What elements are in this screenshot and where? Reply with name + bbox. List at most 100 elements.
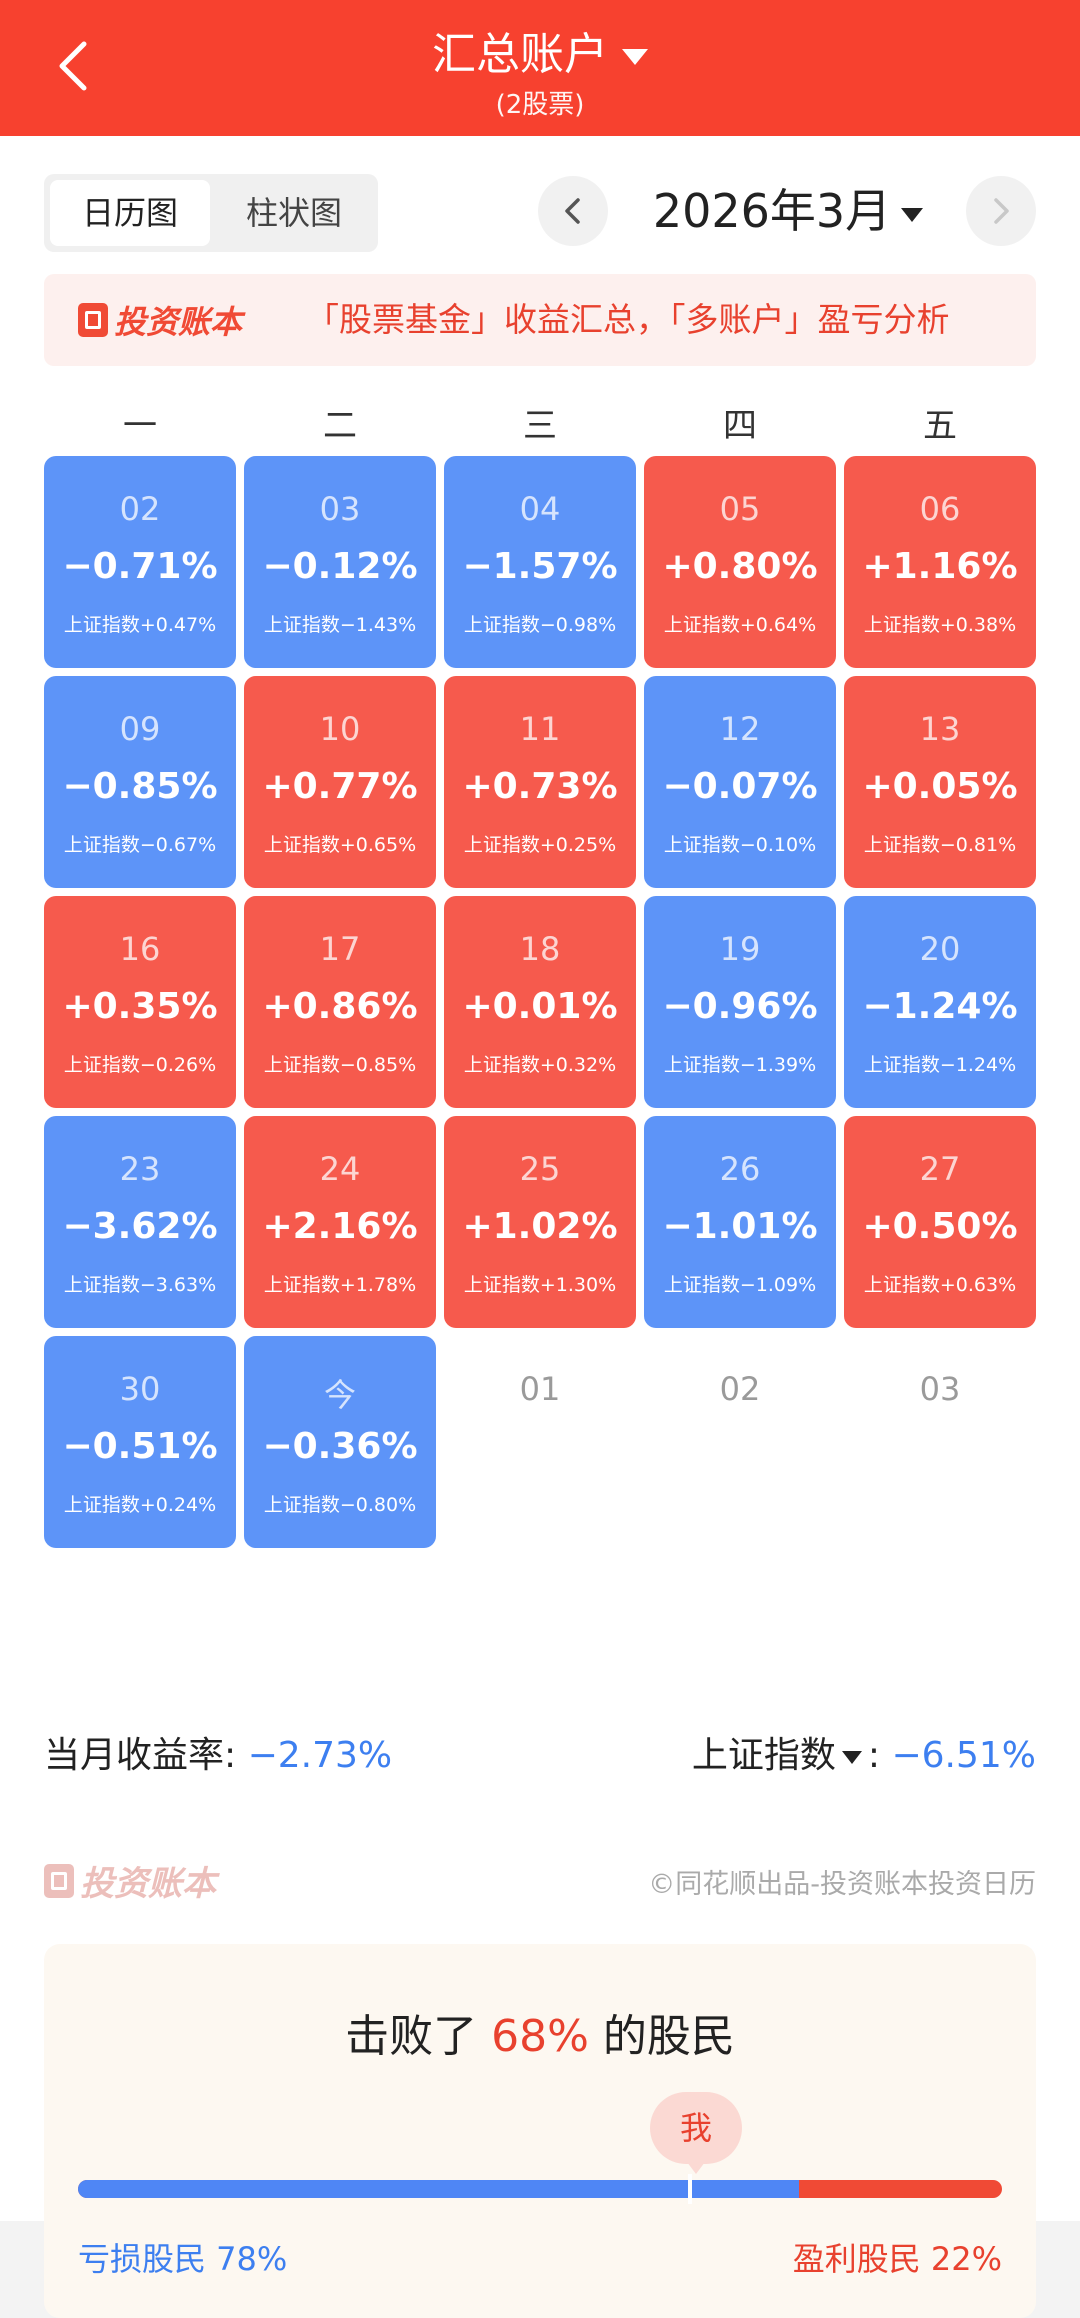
- calendar-day-cell[interactable]: 27 +0.50% 上证指数+0.63%: [844, 1116, 1036, 1328]
- footer-logo-text: 投资账本: [80, 1864, 216, 1904]
- day-number: 02: [119, 490, 161, 528]
- promo-banner[interactable]: 投资账本 「股票基金」收益汇总，「多账户」盈亏分析: [44, 274, 1036, 366]
- ledger-icon: [78, 303, 108, 337]
- day-return: +0.73%: [462, 766, 618, 807]
- day-index-return: 上证指数−0.80%: [263, 1494, 417, 1516]
- day-number: 18: [519, 930, 561, 968]
- back-arrow-icon: [59, 41, 87, 91]
- day-number: 13: [919, 710, 961, 748]
- day-number: 25: [519, 1150, 561, 1188]
- calendar-day-cell[interactable]: 03 −0.12% 上证指数−1.43%: [244, 456, 436, 668]
- chevron-right-icon: [994, 198, 1009, 224]
- beat-prefix: 击败了: [345, 2011, 478, 2062]
- day-number: 03: [919, 1370, 961, 1408]
- loss-portion: [78, 2180, 799, 2198]
- tab-calendar[interactable]: 日历图: [50, 180, 210, 246]
- index-return-value: −6.51%: [891, 1735, 1036, 1776]
- monthly-return-label: 当月收益率:: [44, 1735, 237, 1776]
- day-number: 01: [519, 1370, 561, 1408]
- day-return: +0.35%: [62, 986, 218, 1027]
- day-index-return: 上证指数−0.85%: [263, 1054, 417, 1076]
- me-marker-bubble: 我: [650, 2092, 742, 2174]
- back-button[interactable]: [40, 30, 112, 102]
- beat-title: 击败了 68% 的股民: [44, 2000, 1036, 2064]
- calendar-day-cell[interactable]: 12 −0.07% 上证指数−0.10%: [644, 676, 836, 888]
- day-number: 19: [719, 930, 761, 968]
- weekday-label: 五: [923, 406, 957, 446]
- day-number: 16: [119, 930, 161, 968]
- day-index-return: 上证指数−0.67%: [63, 834, 217, 856]
- day-number: 30: [119, 1370, 161, 1408]
- month-selector[interactable]: 2026年3月: [618, 176, 958, 246]
- day-index-return: 上证指数+1.30%: [463, 1274, 617, 1296]
- bar-marker-layer: [78, 2174, 1002, 2204]
- day-number: 11: [519, 710, 561, 748]
- view-toggle: 日历图 柱状图: [44, 174, 378, 252]
- prev-month-button[interactable]: [538, 176, 608, 246]
- day-return: +0.77%: [262, 766, 418, 807]
- calendar-day-cell[interactable]: 09 −0.85% 上证指数−0.67%: [44, 676, 236, 888]
- day-number: 20: [919, 930, 961, 968]
- brand-logo-text: 投资账本: [114, 303, 243, 341]
- day-index-return: 上证指数−1.43%: [263, 614, 417, 636]
- calendar-day-cell[interactable]: 30 −0.51% 上证指数+0.24%: [44, 1336, 236, 1548]
- calendar-day-cell: 01: [444, 1336, 636, 1548]
- day-return: +0.50%: [862, 1206, 1018, 1247]
- calendar-day-cell[interactable]: 11 +0.73% 上证指数+0.25%: [444, 676, 636, 888]
- calendar-day-cell[interactable]: 25 +1.02% 上证指数+1.30%: [444, 1116, 636, 1328]
- calendar-day-cell[interactable]: 23 −3.62% 上证指数−3.63%: [44, 1116, 236, 1328]
- brand-logo: 投资账本: [78, 298, 242, 342]
- day-index-return: 上证指数+0.32%: [463, 1054, 617, 1076]
- day-return: −3.62%: [62, 1206, 218, 1247]
- next-month-button[interactable]: [966, 176, 1036, 246]
- beat-percent: 68%: [491, 2011, 589, 2062]
- calendar-day-cell[interactable]: 13 +0.05% 上证指数−0.81%: [844, 676, 1036, 888]
- calendar-day-cell[interactable]: 05 +0.80% 上证指数+0.64%: [644, 456, 836, 668]
- day-return: −0.85%: [62, 766, 218, 807]
- day-return: +1.02%: [462, 1206, 618, 1247]
- dropdown-caret-icon: [901, 207, 924, 222]
- index-label: 上证指数: [691, 1735, 836, 1776]
- day-index-return: 上证指数−3.63%: [63, 1274, 217, 1296]
- calendar-day-cell[interactable]: 02 −0.71% 上证指数+0.47%: [44, 456, 236, 668]
- calendar-day-cell[interactable]: 10 +0.77% 上证指数+0.65%: [244, 676, 436, 888]
- calendar-day-cell[interactable]: 今 −0.36% 上证指数−0.80%: [244, 1336, 436, 1548]
- chevron-left-icon: [565, 198, 580, 224]
- day-index-return: 上证指数+0.64%: [663, 614, 817, 636]
- day-return: −1.01%: [662, 1206, 818, 1247]
- calendar-day-cell[interactable]: 04 −1.57% 上证指数−0.98%: [444, 456, 636, 668]
- dropdown-caret-icon: [841, 1750, 862, 1764]
- me-position-marker: [687, 2174, 692, 2204]
- monthly-return-value: −2.73%: [247, 1735, 393, 1776]
- day-index-return: 上证指数+1.78%: [263, 1274, 417, 1296]
- day-index-return: 上证指数−1.39%: [663, 1054, 817, 1076]
- calendar-day-cell[interactable]: 06 +1.16% 上证指数+0.38%: [844, 456, 1036, 668]
- calendar-day-cell[interactable]: 19 −0.96% 上证指数−1.39%: [644, 896, 836, 1108]
- day-return: +0.80%: [662, 546, 818, 587]
- day-index-return: 上证指数−0.10%: [663, 834, 817, 856]
- tab-bar-chart[interactable]: 柱状图: [245, 194, 342, 232]
- calendar-day-cell[interactable]: 24 +2.16% 上证指数+1.78%: [244, 1116, 436, 1328]
- banner-text: 「股票基金」收益汇总，「多账户」盈亏分析: [306, 300, 950, 339]
- index-return[interactable]: 上证指数: −6.51%: [692, 1726, 1036, 1778]
- day-number: 02: [719, 1370, 761, 1408]
- day-index-return: 上证指数+0.65%: [263, 834, 417, 856]
- day-return: +0.86%: [262, 986, 418, 1027]
- account-selector[interactable]: 汇总账户: [0, 18, 1080, 82]
- weekday-label: 三: [523, 406, 557, 446]
- calendar-day-cell[interactable]: 26 −1.01% 上证指数−1.09%: [644, 1116, 836, 1328]
- account-subtitle: (2股票): [495, 90, 585, 120]
- day-return: +1.16%: [862, 546, 1018, 587]
- day-index-return: 上证指数+0.24%: [63, 1494, 217, 1516]
- calendar-card: 日历图 柱状图 2026年3月 投资账本 「股票基金」收益汇总，「多账户」盈亏分…: [0, 136, 1080, 2318]
- calendar-day-cell[interactable]: 18 +0.01% 上证指数+0.32%: [444, 896, 636, 1108]
- day-number: 10: [319, 710, 361, 748]
- index-colon: :: [867, 1735, 881, 1776]
- day-number: 06: [919, 490, 961, 528]
- calendar-day-cell[interactable]: 16 +0.35% 上证指数−0.26%: [44, 896, 236, 1108]
- calendar-day-cell[interactable]: 17 +0.86% 上证指数−0.85%: [244, 896, 436, 1108]
- day-number: 03: [319, 490, 361, 528]
- investor-distribution-bar: [78, 2180, 1002, 2198]
- day-return: +0.05%: [862, 766, 1018, 807]
- calendar-day-cell[interactable]: 20 −1.24% 上证指数−1.24%: [844, 896, 1036, 1108]
